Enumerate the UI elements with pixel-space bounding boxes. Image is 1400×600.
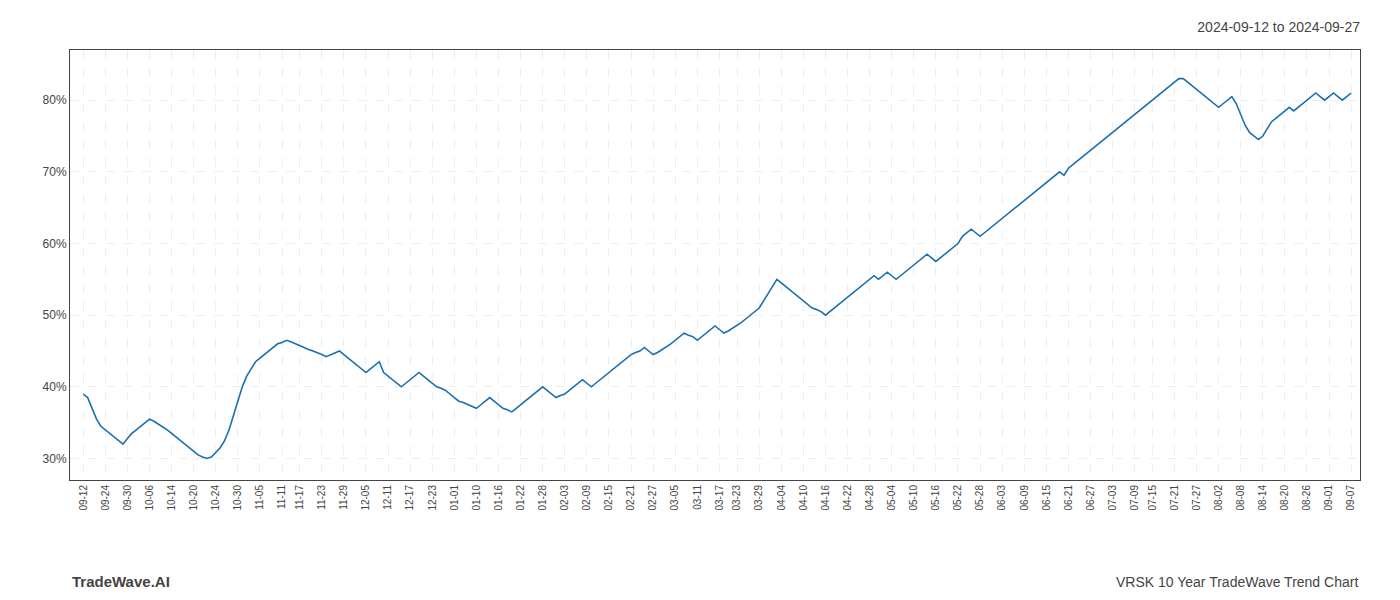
svg-text:12-05: 12-05 — [360, 485, 371, 511]
svg-text:04-04: 04-04 — [776, 485, 787, 511]
svg-text:11-17: 11-17 — [294, 485, 305, 510]
svg-text:30%: 30% — [43, 452, 67, 466]
svg-text:10-30: 10-30 — [232, 485, 243, 511]
svg-text:01-28: 01-28 — [537, 485, 548, 511]
svg-text:07-09: 07-09 — [1129, 485, 1140, 511]
svg-text:11-05: 11-05 — [254, 485, 265, 510]
svg-text:05-10: 05-10 — [908, 485, 919, 511]
svg-text:03-05: 03-05 — [669, 485, 680, 511]
svg-text:12-23: 12-23 — [427, 485, 438, 511]
svg-text:03-29: 03-29 — [753, 485, 764, 511]
svg-text:70%: 70% — [43, 165, 67, 179]
svg-text:09-12: 09-12 — [78, 485, 89, 511]
svg-text:05-22: 05-22 — [952, 485, 963, 511]
svg-text:10-14: 10-14 — [166, 485, 177, 511]
svg-text:01-10: 01-10 — [471, 485, 482, 511]
svg-text:12-11: 12-11 — [382, 485, 393, 510]
svg-text:50%: 50% — [43, 308, 67, 322]
svg-text:01-22: 01-22 — [515, 485, 526, 511]
svg-text:40%: 40% — [43, 380, 67, 394]
svg-text:06-09: 06-09 — [1019, 485, 1030, 511]
svg-text:07-21: 07-21 — [1169, 485, 1180, 511]
svg-text:12-17: 12-17 — [404, 485, 415, 511]
svg-text:02-03: 02-03 — [559, 485, 570, 511]
svg-text:11-23: 11-23 — [316, 485, 327, 510]
svg-text:2024-09-12 to 2024-09-27: 2024-09-12 to 2024-09-27 — [1197, 19, 1360, 35]
svg-text:VRSK 10 Year TradeWave Trend C: VRSK 10 Year TradeWave Trend Chart — [1116, 574, 1358, 590]
svg-text:03-17: 03-17 — [714, 485, 725, 511]
svg-text:02-09: 02-09 — [581, 485, 592, 511]
svg-text:07-15: 07-15 — [1147, 485, 1158, 511]
svg-text:08-14: 08-14 — [1257, 485, 1268, 511]
svg-text:08-08: 08-08 — [1235, 485, 1246, 511]
svg-text:10-20: 10-20 — [188, 485, 199, 511]
svg-text:06-03: 06-03 — [996, 485, 1007, 511]
svg-text:80%: 80% — [43, 93, 67, 107]
svg-text:06-27: 06-27 — [1085, 485, 1096, 511]
svg-text:04-28: 04-28 — [864, 485, 875, 511]
svg-text:09-24: 09-24 — [100, 485, 111, 511]
svg-text:10-24: 10-24 — [210, 485, 221, 511]
svg-text:03-23: 03-23 — [731, 485, 742, 511]
svg-text:02-27: 02-27 — [647, 485, 658, 511]
svg-text:05-04: 05-04 — [886, 485, 897, 511]
svg-text:01-01: 01-01 — [449, 485, 460, 511]
svg-text:02-21: 02-21 — [625, 485, 636, 511]
svg-text:11-11: 11-11 — [276, 485, 287, 510]
svg-text:07-03: 07-03 — [1107, 485, 1118, 511]
svg-text:09-01: 09-01 — [1323, 485, 1334, 511]
svg-text:07-27: 07-27 — [1191, 485, 1202, 511]
svg-text:02-15: 02-15 — [603, 485, 614, 511]
svg-text:09-30: 09-30 — [122, 485, 133, 511]
svg-text:11-29: 11-29 — [338, 485, 349, 510]
svg-text:08-20: 08-20 — [1279, 485, 1290, 511]
svg-text:10-06: 10-06 — [144, 485, 155, 511]
svg-text:06-21: 06-21 — [1063, 485, 1074, 511]
svg-text:TradeWave.AI: TradeWave.AI — [72, 573, 170, 590]
svg-text:04-22: 04-22 — [842, 485, 853, 511]
svg-text:01-16: 01-16 — [493, 485, 504, 511]
svg-text:05-28: 05-28 — [974, 485, 985, 511]
svg-text:04-16: 04-16 — [820, 485, 831, 511]
svg-text:04-10: 04-10 — [798, 485, 809, 511]
svg-text:03-11: 03-11 — [692, 485, 703, 510]
svg-text:06-15: 06-15 — [1041, 485, 1052, 511]
svg-text:08-26: 08-26 — [1301, 485, 1312, 511]
svg-text:05-16: 05-16 — [930, 485, 941, 511]
svg-text:09-07: 09-07 — [1345, 485, 1356, 511]
svg-text:60%: 60% — [43, 237, 67, 251]
svg-text:08-02: 08-02 — [1213, 485, 1224, 511]
